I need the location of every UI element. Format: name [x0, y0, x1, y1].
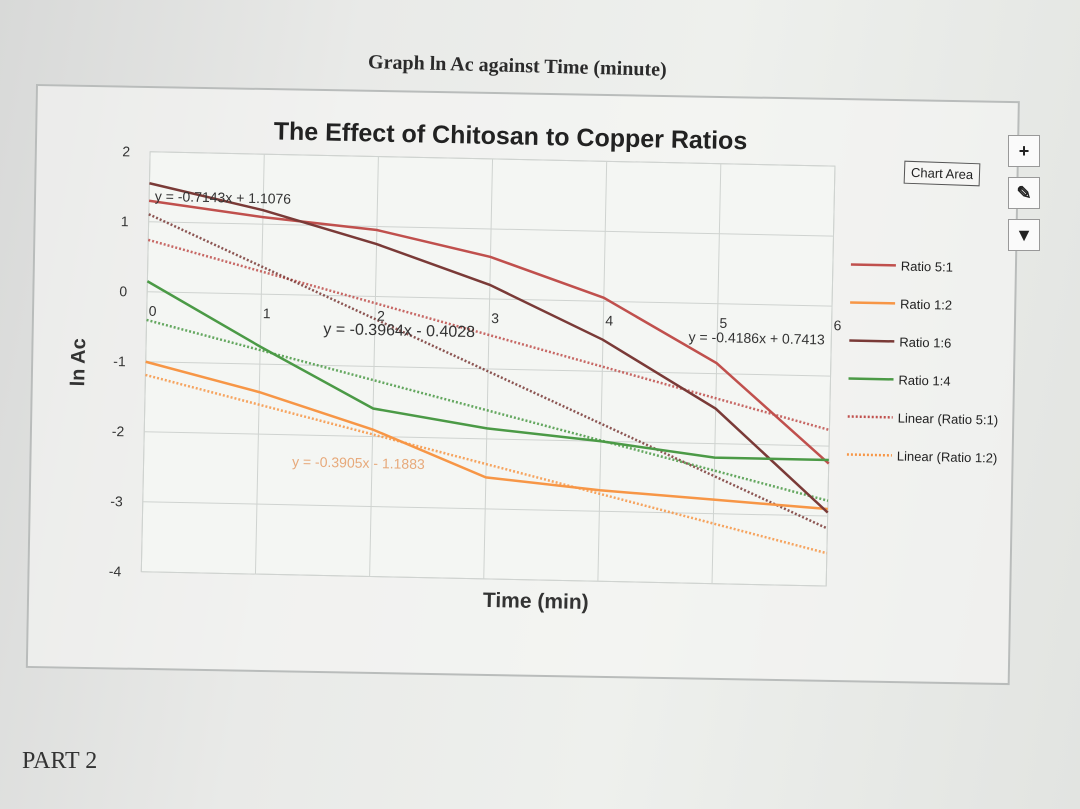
legend-swatch: [846, 453, 892, 457]
series-line: [149, 182, 829, 514]
y-tick-label: -3: [110, 493, 123, 509]
x-tick-label: 4: [605, 312, 613, 328]
x-tick-label: 6: [833, 317, 841, 333]
chart-filters-icon[interactable]: ▼: [1008, 219, 1040, 251]
y-axis-label: ln Ac: [67, 338, 90, 387]
series-line: [145, 360, 828, 511]
h-gridline: [144, 431, 830, 447]
chart-side-toolbar: + ✎ ▼: [1008, 135, 1044, 261]
x-tick-label: 1: [263, 305, 271, 321]
x-tick-label: 3: [491, 310, 499, 326]
legend-entry: Ratio 1:4: [898, 373, 950, 389]
chart-area-tooltip: Chart Area: [903, 160, 981, 187]
legend-swatch: [848, 377, 894, 381]
x-tick-label: 2: [377, 308, 385, 324]
legend-entry: Ratio 5:1: [901, 259, 953, 275]
chart-elements-icon[interactable]: +: [1008, 135, 1040, 167]
h-gridline: [145, 361, 831, 377]
legend-entry: Ratio 1:6: [899, 335, 951, 351]
legend-swatch: [850, 263, 896, 267]
h-gridline: [150, 151, 835, 167]
y-tick-label: 2: [122, 143, 130, 159]
h-gridline: [147, 291, 833, 307]
series-line: [146, 280, 829, 462]
y-tick-label: 0: [119, 283, 127, 299]
legend-entry: Linear (Ratio 1:2): [897, 448, 998, 465]
trendline-equation: y = -0.3964x - 0.4028: [323, 321, 475, 341]
h-gridline: [142, 501, 828, 517]
chart-styles-icon[interactable]: ✎: [1008, 177, 1040, 209]
legend-entry: Linear (Ratio 5:1): [898, 410, 999, 427]
trendline: [147, 238, 830, 432]
y-tick-label: 1: [121, 213, 129, 229]
x-tick-label: 5: [719, 315, 727, 331]
legend-swatch: [850, 301, 896, 305]
series-line: [148, 199, 830, 465]
legend-swatch: [849, 339, 895, 343]
trendline: [146, 318, 829, 502]
y-tick-label: -2: [112, 423, 125, 439]
chart-title: The Effect of Chitosan to Copper Ratios: [273, 117, 747, 155]
trendline-equation: y = -0.4186x + 0.7413: [688, 329, 825, 348]
trendline: [145, 373, 828, 555]
x-axis-label: Time (min): [483, 589, 589, 614]
y-tick-label: -1: [113, 353, 126, 369]
y-tick-label: -4: [109, 563, 122, 579]
trendline-equation: y = -0.7143x + 1.1076: [155, 188, 292, 207]
x-tick-label: 0: [149, 303, 157, 319]
part-label: PART 2: [22, 748, 98, 774]
legend-entry: Ratio 1:2: [900, 297, 952, 313]
h-gridline: [148, 221, 834, 237]
trendline-equation: y = -0.3905x - 1.1883: [292, 453, 425, 472]
trendline: [148, 213, 828, 530]
h-gridline: [141, 571, 827, 587]
legend-swatch: [847, 415, 893, 419]
